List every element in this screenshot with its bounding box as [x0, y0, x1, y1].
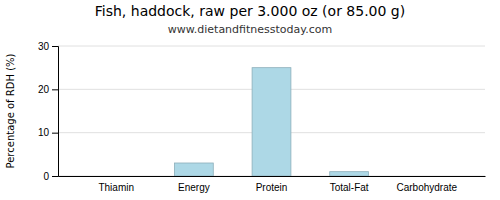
- bar: [174, 163, 213, 176]
- chart: Fish, haddock, raw per 3.000 oz (or 85.0…: [0, 0, 500, 200]
- grid-line: [58, 46, 485, 47]
- x-axis-line: [59, 176, 486, 177]
- y-tick-mark: [52, 133, 58, 134]
- y-axis-title: Percentage of RDH (%): [5, 53, 16, 168]
- x-axis: Thiamin Energy Protein Total-Fat Carbohydrat…: [59, 177, 486, 194]
- bar: [330, 172, 369, 176]
- grid: [58, 46, 485, 176]
- title: Fish, haddock, raw per 3.000 oz (or 85.0…: [95, 3, 405, 19]
- x-tick-label: Protein: [256, 182, 288, 193]
- y-tick-label: 0: [43, 171, 49, 182]
- y-axis-line: [52, 47, 59, 177]
- x-tick: Carbohydrate: [396, 182, 457, 193]
- x-tick-label: Total-Fat: [330, 182, 369, 193]
- bars: [174, 68, 368, 176]
- y-tick-mark: [52, 176, 58, 177]
- x-tick: Energy: [178, 182, 210, 193]
- bar: [252, 68, 291, 176]
- y-tick: 20: [38, 84, 58, 95]
- y-tick-label: 10: [38, 127, 50, 138]
- x-tick: Protein: [256, 182, 288, 193]
- plot: 0 10 20 30 Thiamin Energy Protein Total-Fat Carb…: [38, 41, 486, 193]
- x-tick: Thiamin: [98, 182, 134, 193]
- y-tick: 10: [38, 127, 58, 138]
- x-tick-label: Carbohydrate: [396, 182, 457, 193]
- x-tick-label: Thiamin: [98, 182, 134, 193]
- y-tick: 0: [43, 171, 58, 182]
- y-tick-label: 30: [38, 41, 50, 52]
- y-tick-mark: [52, 46, 58, 47]
- y-tick-label: 20: [38, 84, 50, 95]
- bar: [97, 176, 136, 177]
- bar: [407, 176, 446, 177]
- x-tick-label: Energy: [178, 182, 210, 193]
- y-axis: 0 10 20 30: [38, 41, 59, 182]
- subtitle: www.dietandfitnesstoday.com: [168, 23, 332, 36]
- y-tick-mark: [52, 89, 58, 90]
- y-tick: 30: [38, 41, 58, 52]
- x-tick: Total-Fat: [330, 182, 369, 193]
